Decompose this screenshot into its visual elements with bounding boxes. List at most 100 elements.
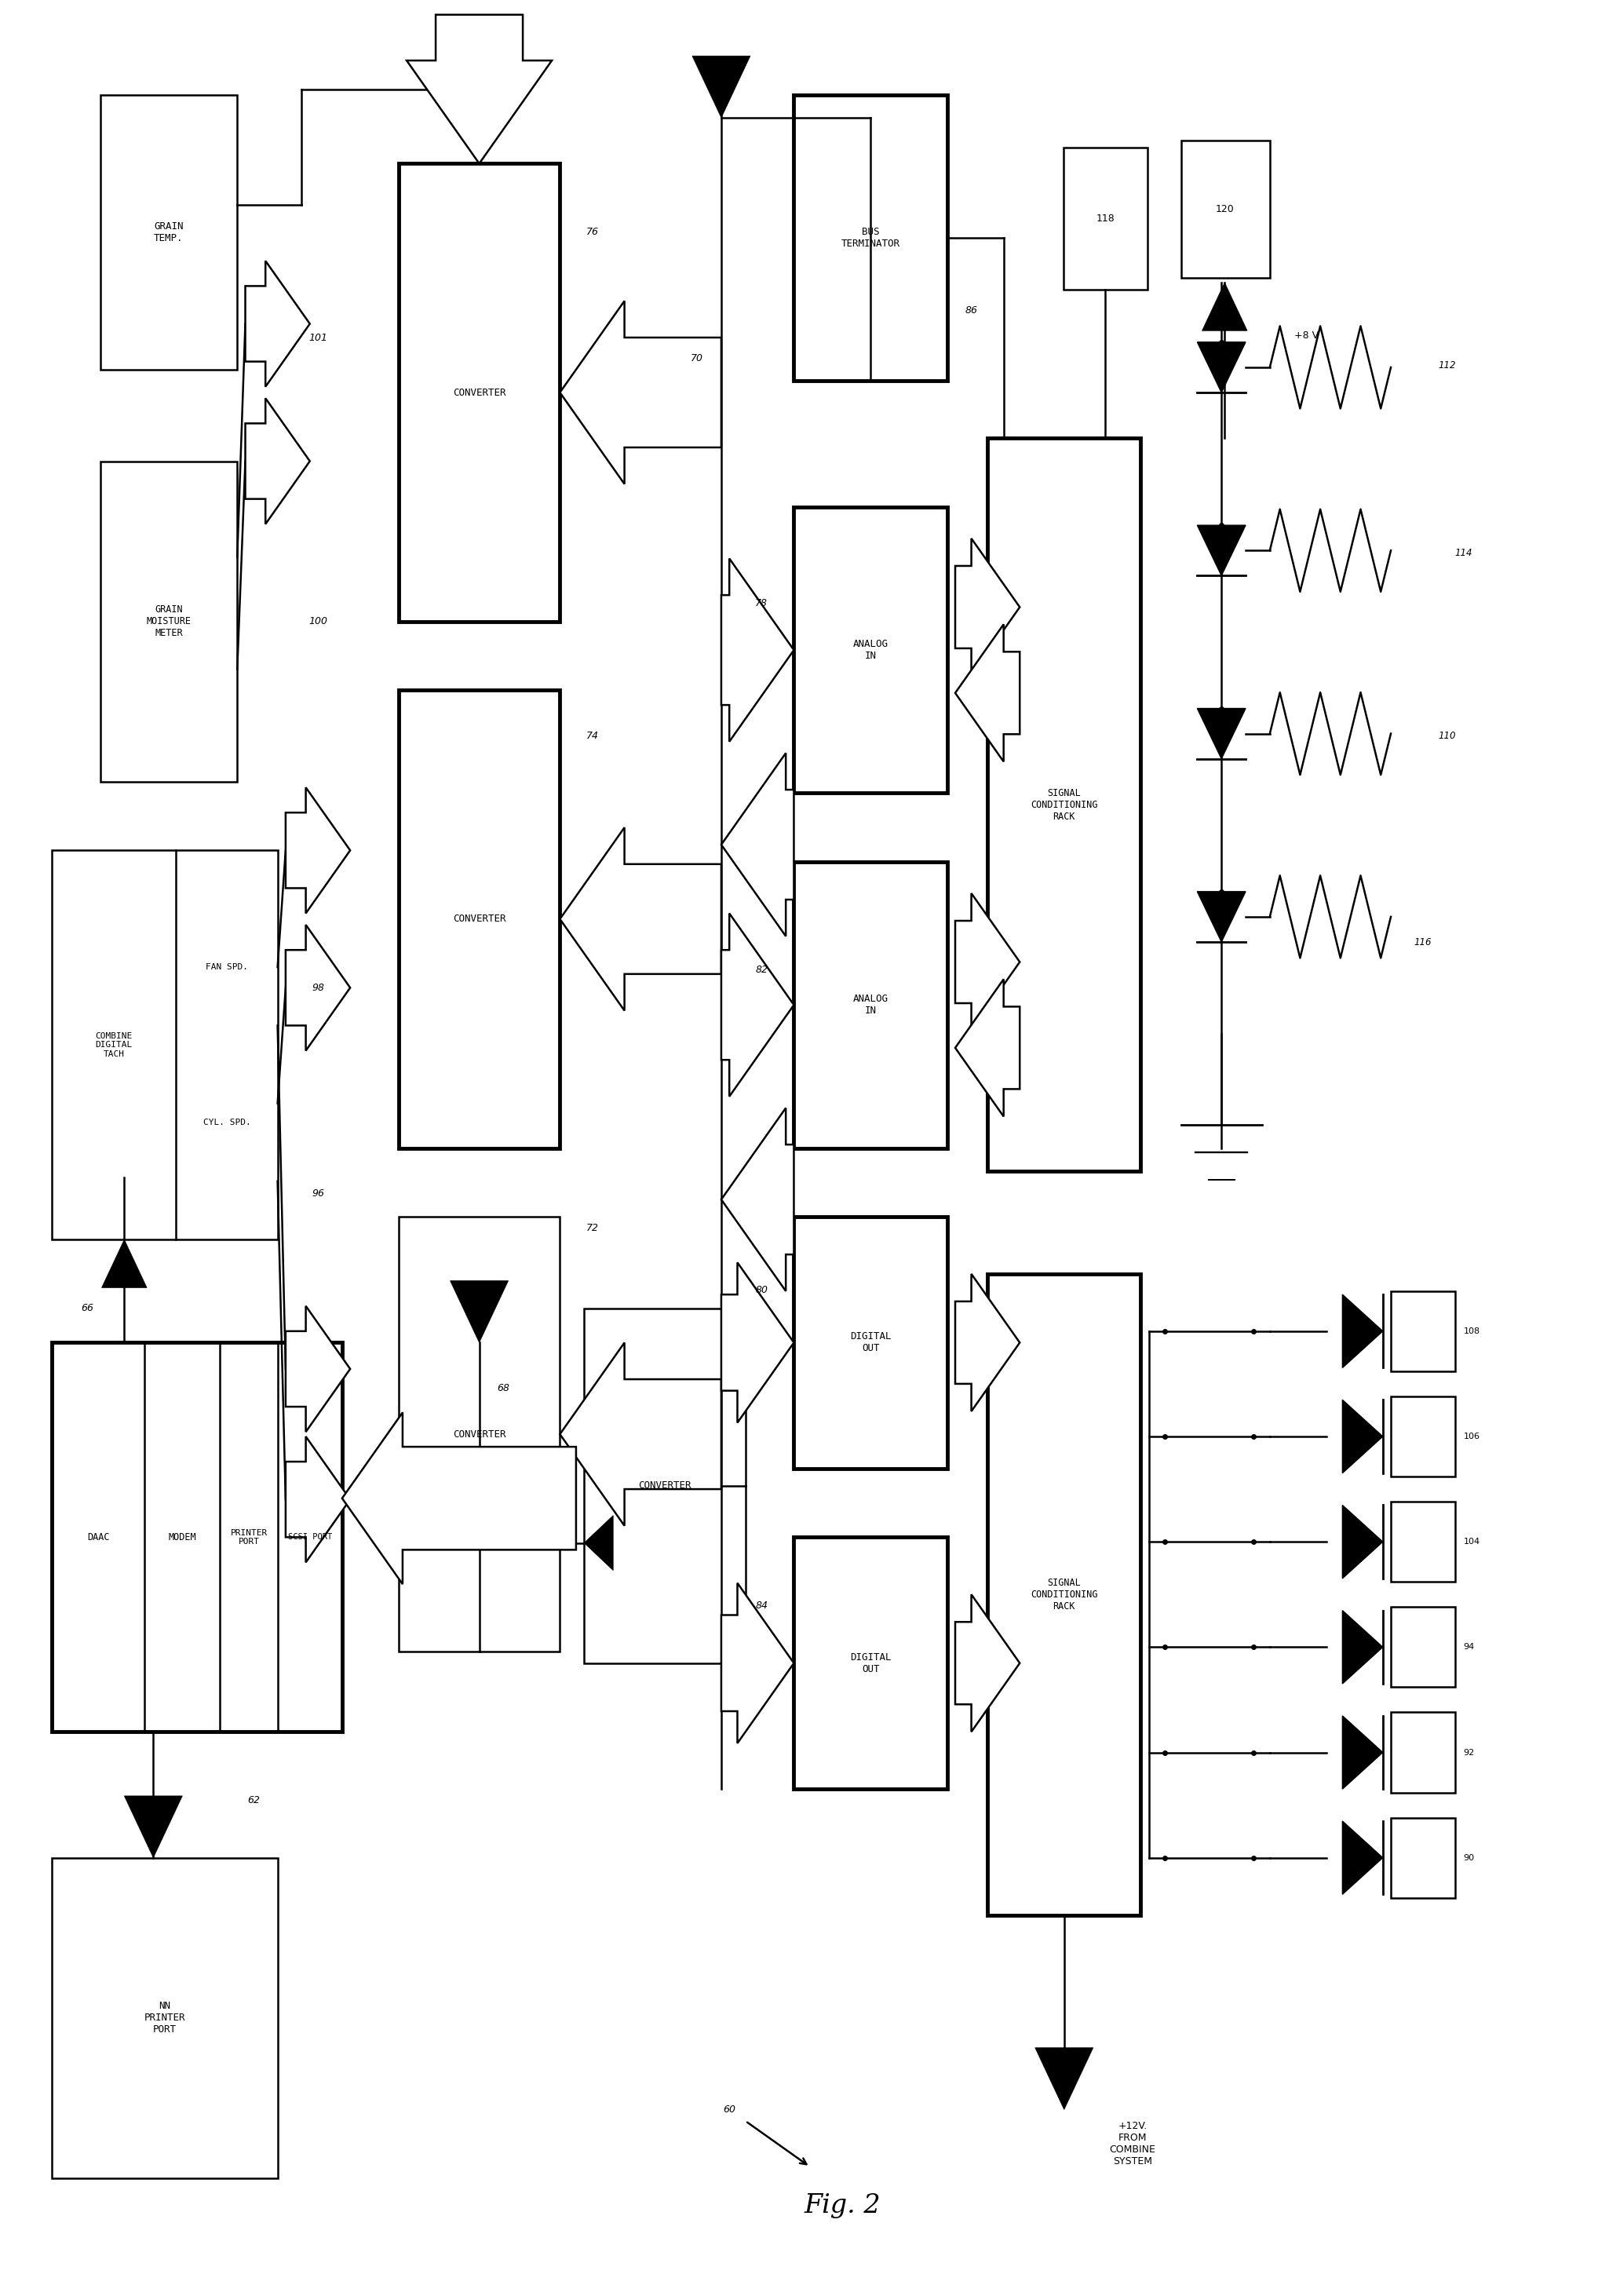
Polygon shape <box>956 540 1019 675</box>
Bar <box>52 1343 342 1731</box>
Text: 62: 62 <box>248 1795 259 1805</box>
Polygon shape <box>561 301 721 484</box>
Text: ANALOG
IN: ANALOG IN <box>852 638 888 661</box>
Bar <box>1392 1290 1455 1371</box>
Polygon shape <box>342 1412 577 1584</box>
Bar <box>1392 1396 1455 1476</box>
Polygon shape <box>692 55 750 117</box>
Bar <box>794 1217 948 1469</box>
Polygon shape <box>1197 709 1246 758</box>
Text: +12V.
FROM
COMBINE
SYSTEM: +12V. FROM COMBINE SYSTEM <box>1110 2122 1155 2167</box>
Text: 66: 66 <box>81 1304 94 1313</box>
Text: 76: 76 <box>586 227 598 236</box>
Text: CYL. SPD.: CYL. SPD. <box>202 1118 251 1127</box>
Polygon shape <box>245 262 309 386</box>
Polygon shape <box>721 1263 794 1424</box>
Polygon shape <box>1343 1506 1383 1577</box>
Text: 74: 74 <box>586 730 598 742</box>
Text: CONVERTER: CONVERTER <box>638 1481 692 1490</box>
Bar <box>100 461 237 781</box>
Text: Fig. 2: Fig. 2 <box>804 2193 881 2218</box>
Polygon shape <box>561 1343 721 1527</box>
Text: 120: 120 <box>1215 204 1234 214</box>
Polygon shape <box>721 753 794 937</box>
Bar <box>794 861 948 1148</box>
Text: 101: 101 <box>308 333 327 342</box>
Bar <box>585 1309 745 1662</box>
Text: 60: 60 <box>723 2105 735 2115</box>
Polygon shape <box>1197 891 1246 941</box>
Text: PRINTER
PORT: PRINTER PORT <box>230 1529 267 1545</box>
Polygon shape <box>407 14 552 163</box>
Text: 84: 84 <box>755 1600 768 1612</box>
Text: DAAC: DAAC <box>87 1531 109 1543</box>
Text: 80: 80 <box>755 1286 768 1295</box>
Text: 100: 100 <box>308 615 327 627</box>
Polygon shape <box>585 1515 612 1570</box>
Polygon shape <box>1343 1609 1383 1683</box>
Text: 98: 98 <box>311 983 324 992</box>
Text: DIGITAL
OUT: DIGITAL OUT <box>850 1653 891 1674</box>
Polygon shape <box>721 1582 794 1743</box>
Polygon shape <box>956 1593 1019 1731</box>
Polygon shape <box>285 925 350 1052</box>
Text: 82: 82 <box>755 964 768 974</box>
Polygon shape <box>1202 282 1247 331</box>
Polygon shape <box>956 978 1019 1116</box>
Bar <box>100 94 237 370</box>
Bar <box>794 507 948 792</box>
Text: GRAIN
TEMP.: GRAIN TEMP. <box>154 220 183 243</box>
Polygon shape <box>1343 1295 1383 1368</box>
Bar <box>794 94 948 381</box>
Bar <box>52 1857 277 2179</box>
Polygon shape <box>125 1795 183 1857</box>
Bar <box>1063 147 1147 289</box>
Text: 114: 114 <box>1455 549 1473 558</box>
Text: CONVERTER: CONVERTER <box>452 388 505 397</box>
Polygon shape <box>102 1240 147 1288</box>
Text: 70: 70 <box>690 354 703 363</box>
Polygon shape <box>450 1281 509 1343</box>
Polygon shape <box>285 1306 350 1433</box>
Bar <box>1181 140 1270 278</box>
Text: SCSI PORT: SCSI PORT <box>288 1534 332 1541</box>
Bar <box>52 850 277 1240</box>
Polygon shape <box>1197 342 1246 393</box>
Text: MODEM: MODEM <box>168 1531 196 1543</box>
Bar <box>1392 1713 1455 1793</box>
Text: 108: 108 <box>1463 1327 1481 1334</box>
Text: BUS
TERMINATOR: BUS TERMINATOR <box>841 227 901 248</box>
Text: 86: 86 <box>966 305 977 315</box>
Text: 72: 72 <box>586 1224 598 1233</box>
Text: 96: 96 <box>311 1189 324 1199</box>
Text: +8 V: +8 V <box>1294 331 1319 340</box>
Text: ANALOG
IN: ANALOG IN <box>852 994 888 1015</box>
Bar <box>1392 1502 1455 1582</box>
Text: 68: 68 <box>497 1382 510 1394</box>
Text: 92: 92 <box>1463 1750 1474 1756</box>
Text: CONVERTER: CONVERTER <box>452 1428 505 1440</box>
Text: GRAIN
MOISTURE
METER: GRAIN MOISTURE METER <box>146 604 191 638</box>
Polygon shape <box>285 788 350 914</box>
Text: COMBINE
DIGITAL
TACH: COMBINE DIGITAL TACH <box>96 1031 133 1058</box>
Polygon shape <box>721 914 794 1097</box>
Bar <box>399 1217 561 1651</box>
Text: 104: 104 <box>1463 1538 1481 1545</box>
Text: 116: 116 <box>1414 937 1432 946</box>
Bar <box>399 691 561 1148</box>
Text: 94: 94 <box>1463 1644 1474 1651</box>
Text: 118: 118 <box>1097 214 1115 223</box>
Polygon shape <box>1343 1715 1383 1789</box>
Bar <box>794 1538 948 1789</box>
Polygon shape <box>561 827 721 1010</box>
Text: SIGNAL
CONDITIONING
RACK: SIGNAL CONDITIONING RACK <box>1030 788 1098 822</box>
Polygon shape <box>1035 2048 1094 2110</box>
Text: 112: 112 <box>1439 360 1456 370</box>
Polygon shape <box>1343 1821 1383 1894</box>
Bar <box>1392 1818 1455 1899</box>
Polygon shape <box>1197 526 1246 576</box>
Text: 78: 78 <box>755 597 768 608</box>
Polygon shape <box>721 1109 794 1290</box>
Text: NN
PRINTER
PORT: NN PRINTER PORT <box>144 2002 185 2034</box>
Bar <box>399 163 561 622</box>
